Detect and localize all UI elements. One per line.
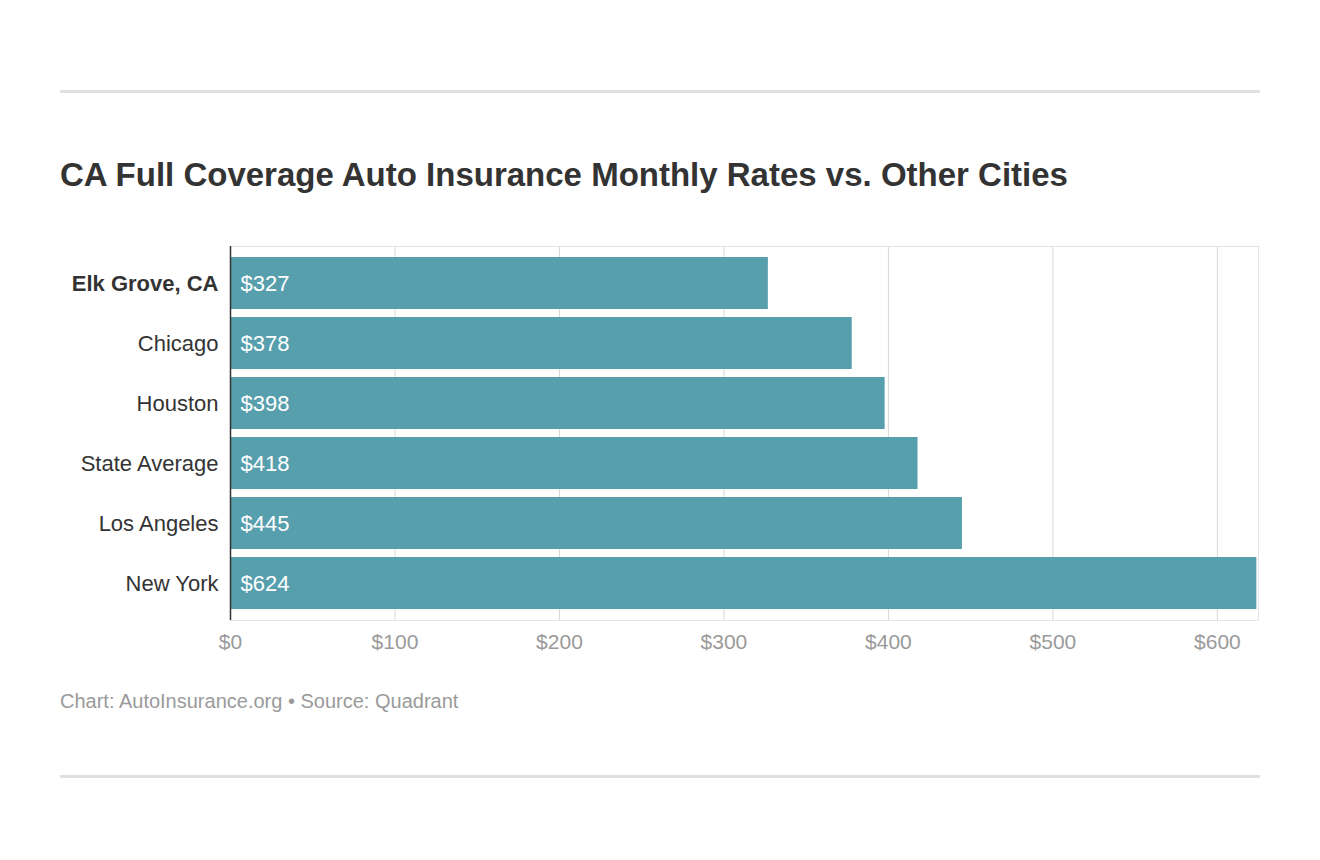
- svg-text:$400: $400: [865, 630, 912, 653]
- html-text:CA Full Coverage Auto Insuranc: CA Full Coverage Auto Insurance Monthly …: [60, 156, 1068, 193]
- svg-text:$0: $0: [219, 630, 242, 653]
- svg-text:$300: $300: [701, 630, 748, 653]
- html-text:Chart: AutoInsurance.org • Sou: Chart: AutoInsurance.org • Source: Quadr…: [60, 690, 459, 712]
- svg-text:Los Angeles: Los Angeles: [99, 511, 219, 536]
- svg-text:$500: $500: [1030, 630, 1077, 653]
- svg-text:New York: New York: [126, 571, 220, 596]
- svg-text:$418: $418: [241, 451, 290, 476]
- svg-text:$445: $445: [241, 511, 290, 536]
- svg-text:$600: $600: [1194, 630, 1241, 653]
- svg-text:Chicago: Chicago: [138, 331, 219, 356]
- svg-text:$398: $398: [241, 391, 290, 416]
- svg-text:$378: $378: [241, 331, 290, 356]
- svg-text:State Average: State Average: [81, 451, 219, 476]
- svg-text:$624: $624: [241, 571, 290, 596]
- svg-text:$100: $100: [372, 630, 419, 653]
- svg-text:Houston: Houston: [137, 391, 219, 416]
- svg-text:$200: $200: [536, 630, 583, 653]
- svg-text:$327: $327: [241, 271, 290, 296]
- svg-text:Elk Grove, CA: Elk Grove, CA: [72, 271, 219, 296]
